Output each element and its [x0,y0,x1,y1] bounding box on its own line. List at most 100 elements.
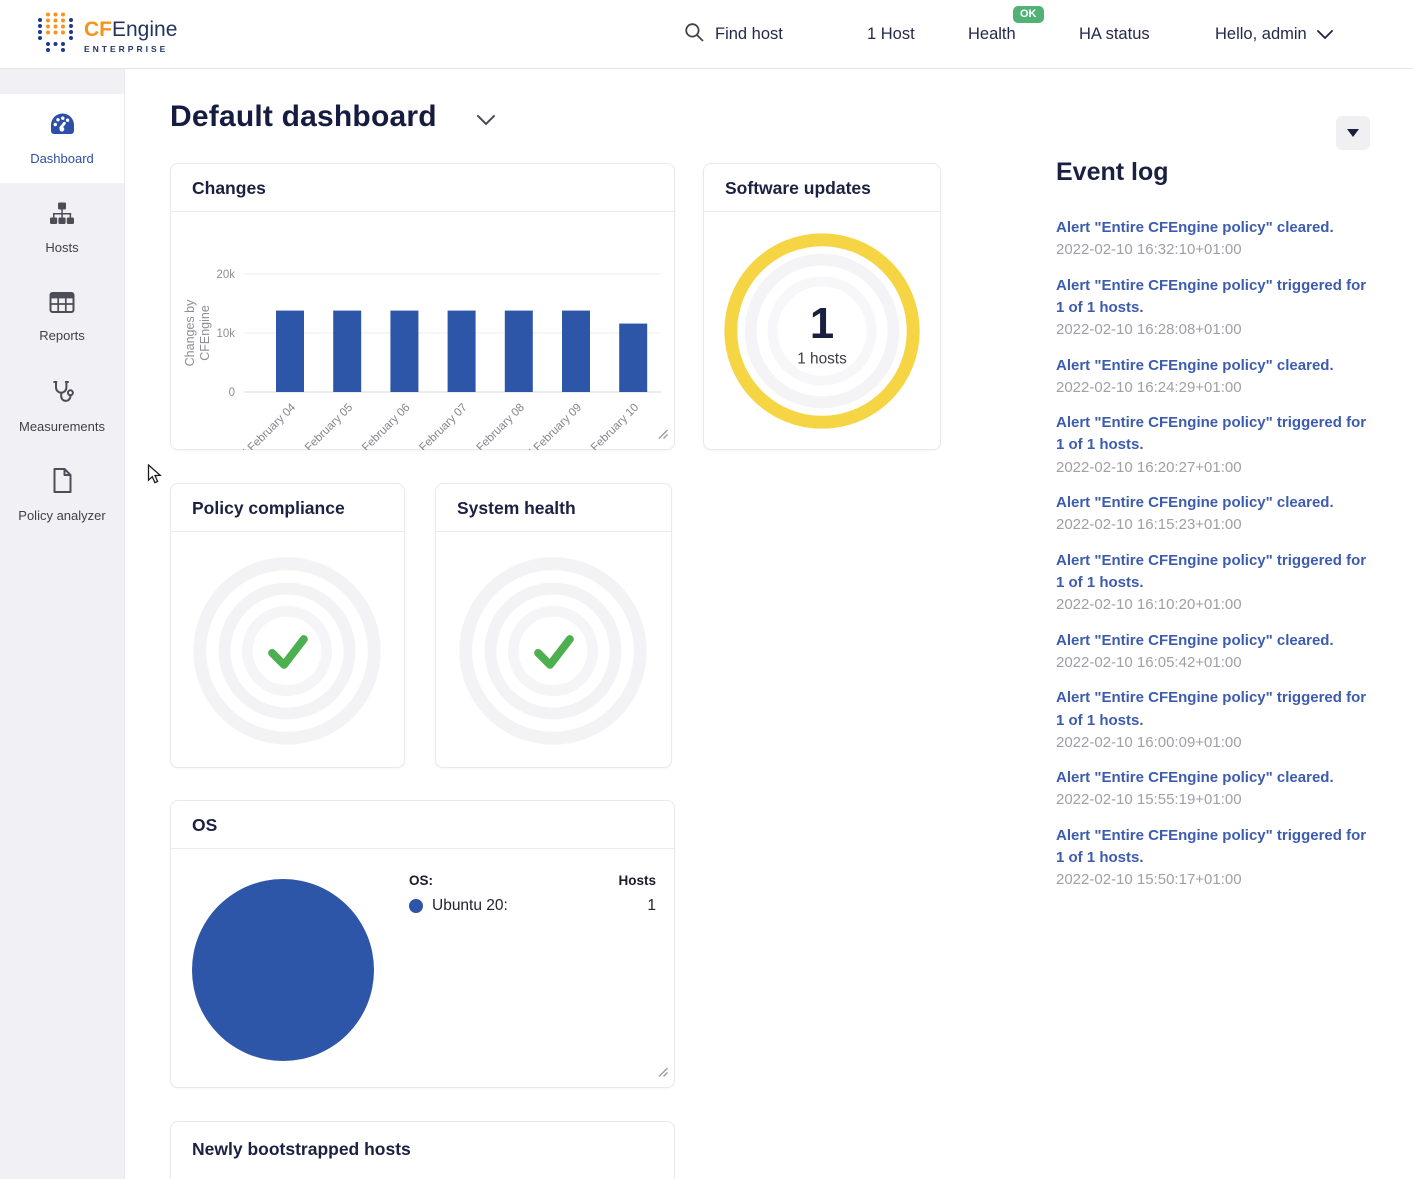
event-log-message-link[interactable]: Alert "Entire CFEngine policy" cleared. [1056,769,1334,787]
ha-status-link[interactable]: HA status [1079,0,1150,69]
triangle-down-icon [1347,129,1359,137]
event-log-timestamp: 2022-02-10 15:55:19+01:00 [1056,791,1242,809]
event-log-message-link[interactable]: Alert "Entire CFEngine policy" cleared. [1056,219,1334,236]
host-count-label: 1 Host [867,25,915,43]
measurements-stethoscope-icon [49,378,76,410]
changes-card-title: Changes [192,178,266,198]
os-legend: OS: Hosts Ubuntu 20: 1 [409,873,656,915]
event-log-entry: Alert "Entire CFEngine policy" triggered… [1056,550,1376,617]
logo-cf-text: CF [84,18,112,41]
top-header: CFEngine ENTERPRISE Find host 1 Host Hea… [0,0,1413,69]
health-ok-badge: OK [1013,6,1044,23]
event-log-timestamp: 2022-02-10 16:24:29+01:00 [1056,378,1242,396]
bar-mon-february-07 [447,310,476,392]
event-log-timestamp: 2022-02-10 16:10:20+01:00 [1056,596,1242,614]
user-menu[interactable]: Hello, admin [1215,0,1333,69]
os-legend-hosts-header: Hosts [618,873,656,888]
find-host-button[interactable]: Find host [684,0,783,69]
event-log-entry: Alert "Entire CFEngine policy" cleared. 2… [1056,217,1376,262]
event-log-collapse-button[interactable] [1336,116,1370,150]
sidebar-item-label: Dashboard [30,150,94,166]
y-axis-label: Changes byCFEngine [183,299,212,366]
sidebar-item-dashboard[interactable]: Dashboard [0,94,124,183]
user-menu-label: Hello, admin [1215,25,1307,43]
x-tick-label: Fri February 04 [234,401,298,450]
policy-compliance-status-figure [193,557,381,745]
chevron-down-icon [1316,25,1333,44]
event-log-entry: Alert "Entire CFEngine policy" triggered… [1056,687,1376,754]
pie-slice-ubuntu20 [192,879,374,1061]
event-log-timestamp: 2022-02-10 15:50:17+01:00 [1056,871,1242,889]
event-log-message-link[interactable]: Alert "Entire CFEngine policy" triggered… [1056,826,1367,867]
os-card-title: OS [192,815,218,835]
sidebar-item-label: Policy analyzer [18,507,106,523]
policy-analyzer-file-icon [51,467,74,499]
event-log-timestamp: 2022-02-10 16:05:42+01:00 [1056,653,1242,671]
policy-compliance-card-title: Policy compliance [192,498,345,518]
sidebar-item-reports[interactable]: Reports [0,272,124,361]
host-count-link[interactable]: 1 Host [867,0,915,69]
sidebar-item-policy-analyzer[interactable]: Policy analyzer [0,450,124,539]
green-check-icon [534,635,574,669]
dashboard-selector-chevron-icon[interactable] [476,113,496,131]
resize-handle-icon[interactable] [657,427,669,445]
event-log-timestamp: 2022-02-10 16:20:27+01:00 [1056,458,1242,476]
sidebar: Dashboard Hosts Reports Measurements Policy … [0,69,125,1179]
software-updates-donut: 1 1 hosts [724,233,920,429]
event-log-entry: Alert "Entire CFEngine policy" triggered… [1056,275,1376,342]
software-updates-card: Software updates 1 1 hosts [703,163,941,450]
event-log-message-link[interactable]: Alert "Entire CFEngine policy" triggered… [1056,551,1367,591]
event-log-message-link[interactable]: Alert "Entire CFEngine policy" cleared. [1056,631,1334,649]
event-log-message-link[interactable]: Alert "Entire CFEngine policy" cleared. [1056,494,1334,512]
sidebar-item-measurements[interactable]: Measurements [0,361,124,450]
software-updates-hosts-label: 1 hosts [797,351,847,368]
event-log-timestamp: 2022-02-10 16:15:23+01:00 [1056,516,1242,534]
newly-bootstrapped-hosts-card: Newly bootstrapped hosts [170,1121,675,1179]
health-label: Health [968,25,1016,43]
sidebar-item-label: Measurements [19,418,105,434]
dashboard-gauge-icon [49,112,76,142]
event-log-timestamp: 2022-02-10 16:00:09+01:00 [1056,733,1242,751]
bar-wed-february-09 [562,310,590,392]
event-log-message-link[interactable]: Alert "Entire CFEngine policy" cleared. [1056,356,1334,374]
sidebar-item-label: Reports [39,327,85,343]
x-tick-label: Tue February 08 [459,402,527,450]
logo-enterprise-text: ENTERPRISE [84,44,169,54]
x-tick-label: Thu February 10 [573,402,642,450]
event-log-entry: Alert "Entire CFEngine policy" cleared. 2… [1056,630,1376,675]
search-icon [684,22,705,48]
os-pie-chart [192,879,374,1061]
legend-dot-icon [409,899,423,913]
donut-ring [724,233,920,429]
event-log-panel: Event log Alert "Entire CFEngine policy"… [1056,158,1376,905]
changes-card: Changes 0 10k 20k Changes byCFEngine Fri Feb… [170,163,675,473]
bar-tue-february-08 [504,310,533,392]
bar-thu-february-10 [619,323,648,392]
event-log-entry: Alert "Entire CFEngine policy" cleared. 2… [1056,492,1376,537]
event-log-entry: Alert "Entire CFEngine policy" cleared. 2… [1056,767,1376,812]
mouse-cursor [147,463,163,491]
os-legend-label: Ubuntu 20: [432,897,508,914]
logo-engine-text: Engine [112,18,178,41]
sidebar-item-label: Hosts [45,239,79,255]
health-menu[interactable]: Health OK [968,0,1044,69]
os-legend-row: Ubuntu 20: 1 [409,897,656,915]
sidebar-item-hosts[interactable]: Hosts [0,183,124,272]
event-log-entry: Alert "Entire CFEngine policy" cleared. 2… [1056,355,1376,400]
resize-handle-icon[interactable] [657,1065,669,1083]
ha-status-label: HA status [1079,25,1150,43]
event-log-message-link[interactable]: Alert "Entire CFEngine policy" triggered… [1056,276,1367,316]
event-log-message-link[interactable]: Alert "Entire CFEngine policy" triggered… [1056,689,1367,729]
event-log-timestamp: 2022-02-10 16:28:08+01:00 [1056,321,1242,339]
cfengine-logo[interactable]: CFEngine ENTERPRISE [36,12,177,61]
event-log-message-link[interactable]: Alert "Entire CFEngine policy" triggered… [1056,414,1367,454]
bar-sun-february-06 [390,310,419,392]
hosts-sitemap-icon [49,201,75,231]
y-tick-label: 20k [216,269,235,281]
policy-compliance-card: Policy compliance [170,483,405,768]
os-legend-os-header: OS: [409,873,434,888]
event-log-entry: Alert "Entire CFEngine policy" triggered… [1056,825,1376,892]
changes-bar-chart: 0 10k 20k Changes byCFEngine Fri February 04… [183,269,661,473]
system-health-card: System health [435,483,672,768]
